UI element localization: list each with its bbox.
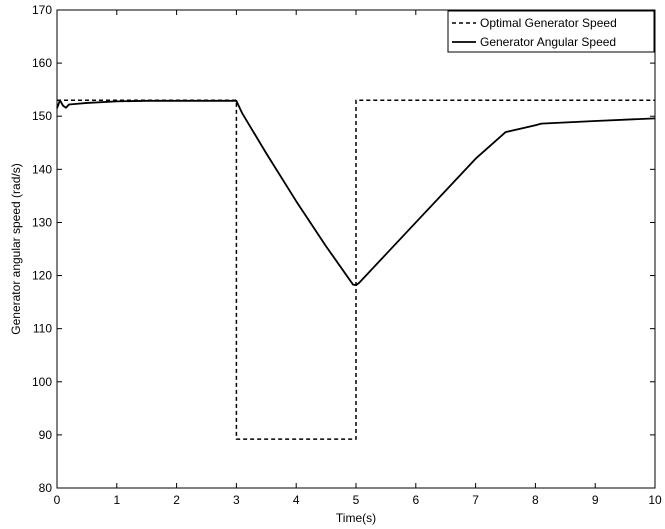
y-tick-label: 160 (32, 56, 52, 70)
legend-label-optimal: Optimal Generator Speed (480, 16, 617, 30)
y-tick-label: 140 (32, 162, 52, 176)
x-tick-label: 2 (173, 493, 180, 507)
x-tick-label: 8 (532, 493, 539, 507)
x-tick-label: 7 (472, 493, 479, 507)
axis-ticks (56, 9, 656, 489)
y-tick-label: 90 (39, 428, 53, 442)
x-tick-label: 4 (293, 493, 300, 507)
x-tick-label: 9 (592, 493, 599, 507)
legend-box (447, 10, 655, 53)
y-tick-label: 110 (33, 322, 52, 336)
x-tick-label: 0 (54, 493, 61, 507)
y-tick-label: 100 (32, 375, 52, 389)
x-tick-label: 3 (233, 493, 240, 507)
y-tick-label: 130 (32, 215, 52, 229)
x-axis-title: Time(s) (336, 511, 376, 525)
y-tick-label: 150 (32, 109, 52, 123)
x-tick-label: 5 (353, 493, 360, 507)
legend-label-actual: Generator Angular Speed (480, 35, 616, 49)
y-tick-label: 80 (39, 481, 53, 495)
x-tick-label: 1 (113, 493, 120, 507)
y-tick-label: 170 (32, 3, 52, 17)
x-tick-label: 10 (648, 493, 662, 507)
series-lines (56, 99, 656, 440)
legend: Optimal Generator Speed Generator Angula… (447, 10, 655, 53)
series-line-generator-angular-speed (56, 99, 656, 287)
tick-labels: 0 1 2 3 4 5 6 7 8 9 10 80 90 100 110 120 130 140 150 160 170 (32, 3, 662, 507)
x-tick-label: 6 (412, 493, 419, 507)
y-tick-label: 120 (32, 269, 52, 283)
y-axis-title: Generator angular speed (rad/s) (9, 163, 23, 334)
